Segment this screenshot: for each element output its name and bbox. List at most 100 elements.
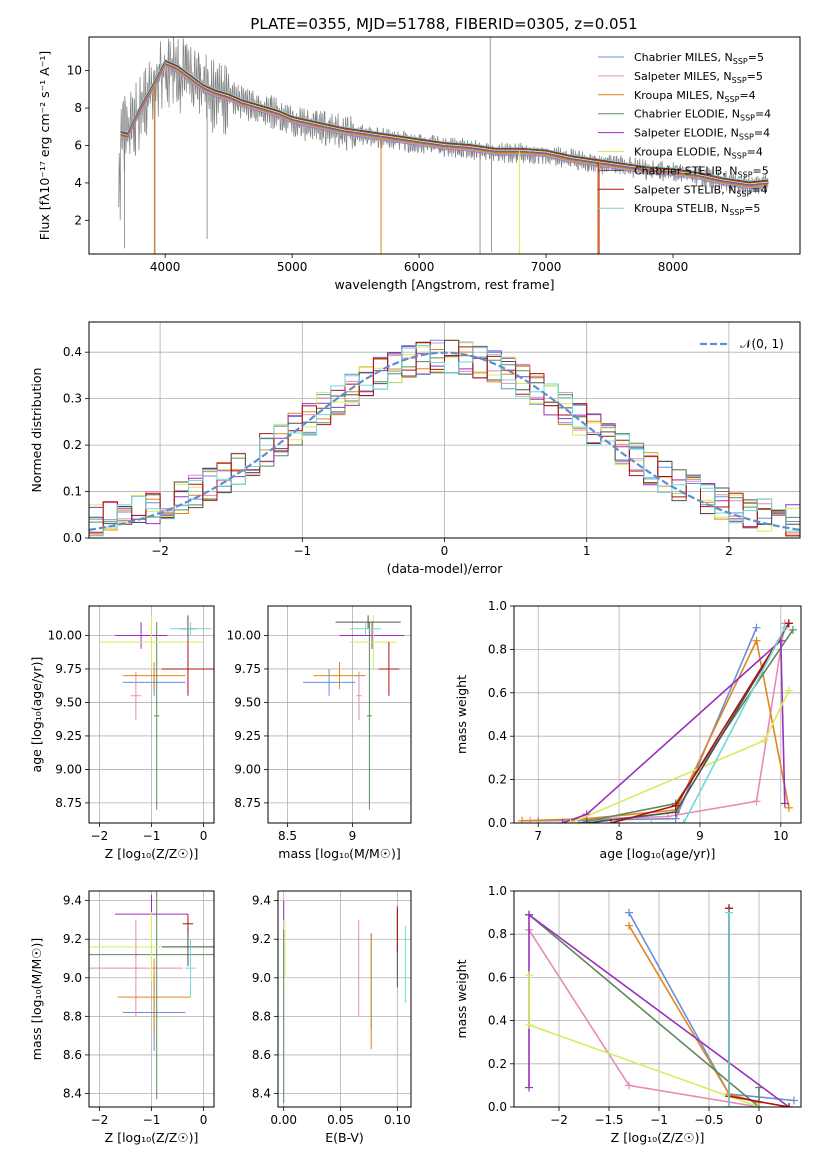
x-tick-label: 8 xyxy=(615,829,623,843)
x-tick-label: −0.5 xyxy=(694,1113,723,1127)
axes-frame xyxy=(513,605,802,824)
panel-residuals: −2 −1 0 1 2 0.0 0.1 0.2 0.3 0.4 (data-model)/error… xyxy=(29,321,801,576)
axes-frame xyxy=(88,605,215,824)
y-tick-label: 8.4 xyxy=(63,1087,82,1101)
y-tick-label: 0.0 xyxy=(488,1100,507,1114)
model-fit-7 xyxy=(120,59,769,183)
x-tick-label: 5000 xyxy=(277,260,308,274)
plot-area xyxy=(514,891,801,1107)
plot-area xyxy=(268,606,411,823)
weight-line xyxy=(522,638,790,822)
y-tick-label: 0.8 xyxy=(488,642,507,656)
y-tick-label: 2 xyxy=(74,213,82,227)
weight-line xyxy=(538,627,758,822)
y-tick-label: 0.0 xyxy=(488,816,507,830)
x-axis-label: E(B-V) xyxy=(325,1130,364,1145)
weight-line xyxy=(528,929,760,1107)
y-tick-label: 0.4 xyxy=(488,1014,507,1028)
x-tick-label: 7 xyxy=(534,829,542,843)
y-axis-label: mass weight xyxy=(454,959,469,1038)
y-tick-label: 4 xyxy=(74,176,82,190)
x-tick-label: 0 xyxy=(441,544,449,558)
x-axis-label: Z [log₁₀(Z/Z☉)] xyxy=(611,1130,705,1145)
y-tick-label: 0.6 xyxy=(488,686,507,700)
y-tick-label: 8.6 xyxy=(63,1048,82,1062)
y-tick-label: 1.0 xyxy=(488,599,507,613)
weight-line xyxy=(528,914,760,1107)
x-tick-label: −2 xyxy=(550,1113,568,1127)
legend-label: Chabrier ELODIE, NSSP=4 xyxy=(634,108,771,123)
y-axis-label: Flux [fλ10⁻¹⁷ erg cm⁻² s⁻¹ A⁻¹] xyxy=(37,51,52,240)
y-tick-label: 8.75 xyxy=(234,796,261,810)
x-axis-label: Z [log₁₀(Z/Z☉)] xyxy=(105,1130,199,1145)
y-tick-label: 6 xyxy=(74,139,82,153)
x-tick-label: −1.5 xyxy=(594,1113,623,1127)
y-tick-label: 0.8 xyxy=(488,927,507,941)
panel-weight_vs_age: 7 8 9 10 0.0 0.2 0.4 0.6 0.8 1.0 age [log₁₀(age/yr… xyxy=(454,599,802,861)
plot-area xyxy=(514,606,801,823)
x-axis-label: Z [log₁₀(Z/Z☉)] xyxy=(105,846,199,861)
y-tick-label: 8.75 xyxy=(55,796,82,810)
legend-label: Salpeter MILES, NSSP=5 xyxy=(634,70,763,85)
residual-histogram-8 xyxy=(89,345,800,537)
model-fit-2 xyxy=(120,64,769,188)
y-tick-label: 0.2 xyxy=(63,438,82,452)
weight-line xyxy=(651,627,786,823)
panel-mass_vs_ebv: 0.00 0.05 0.10 8.4 8.6 8.8 9.0 9.2 9.4 E(B-V) xyxy=(252,890,412,1145)
model-fit-1 xyxy=(120,65,769,189)
axes-frame xyxy=(88,36,801,255)
x-tick-label: 0.05 xyxy=(327,1113,354,1127)
y-tick-label: 9.2 xyxy=(252,932,271,946)
y-tick-label: 9.4 xyxy=(63,894,82,908)
normal-curve xyxy=(89,351,800,531)
y-tick-label: 9.25 xyxy=(55,729,82,743)
x-tick-label: −1 xyxy=(293,544,311,558)
legend-label: Kroupa ELODIE, NSSP=4 xyxy=(634,146,763,161)
legend-label: Kroupa MILES, NSSP=4 xyxy=(634,89,756,104)
x-tick-label: −2 xyxy=(91,829,109,843)
x-axis-label: wavelength [Angstrom, rest frame] xyxy=(334,277,554,292)
plot-area xyxy=(118,37,769,254)
axes-frame xyxy=(88,890,215,1108)
x-tick-label: 9 xyxy=(349,829,357,843)
x-axis-label: mass [log₁₀(M/M☉)] xyxy=(278,846,400,861)
x-tick-label: 0 xyxy=(200,829,208,843)
y-axis-label: age [log₁₀(age/yr)] xyxy=(29,657,44,773)
y-tick-label: 0.6 xyxy=(488,970,507,984)
weight-line xyxy=(562,638,786,823)
x-tick-label: 4000 xyxy=(150,260,181,274)
y-tick-label: 9.00 xyxy=(234,762,261,776)
x-tick-label: −1 xyxy=(650,1113,668,1127)
y-tick-label: 0.3 xyxy=(63,392,82,406)
y-tick-label: 10.00 xyxy=(227,628,261,642)
y-axis-label: mass weight xyxy=(454,675,469,754)
y-tick-label: 9.2 xyxy=(63,932,82,946)
y-tick-label: 9.0 xyxy=(63,971,82,985)
x-tick-label: −2 xyxy=(151,544,169,558)
x-tick-label: 0 xyxy=(755,1113,763,1127)
y-tick-label: 8.6 xyxy=(252,1048,271,1062)
panel-age_vs_Z: −2 −1 0 8.75 9.00 9.25 9.50 9.75 10.00 Z [log₁₀(Z… xyxy=(29,605,215,861)
x-tick-label: 8.5 xyxy=(278,829,297,843)
legend-label: 𝒩(0, 1) xyxy=(740,337,784,351)
y-tick-label: 9.00 xyxy=(55,762,82,776)
plot-area xyxy=(89,322,800,538)
model-fit-3 xyxy=(120,63,769,187)
y-tick-label: 8 xyxy=(74,101,82,115)
y-tick-label: 0.2 xyxy=(488,773,507,787)
y-axis-label: Normed distribution xyxy=(29,368,44,493)
x-tick-label: 6000 xyxy=(404,260,435,274)
y-tick-label: 0.4 xyxy=(488,729,507,743)
y-tick-label: 9.25 xyxy=(234,729,261,743)
y-tick-label: 10 xyxy=(67,64,82,78)
model-fit-0 xyxy=(120,66,769,189)
model-fit-6 xyxy=(120,60,769,184)
panel-spectrum: 4000 5000 6000 7000 8000 2 4 6 8 10 wavelength [An… xyxy=(37,36,801,292)
axes-frame xyxy=(513,890,802,1108)
x-tick-label: 0 xyxy=(200,1113,208,1127)
model-fit-4 xyxy=(120,62,769,186)
y-tick-label: 0.0 xyxy=(63,531,82,545)
figure-title: PLATE=0355, MJD=51788, FIBERID=0305, z=0… xyxy=(250,15,637,33)
y-tick-label: 9.75 xyxy=(55,662,82,676)
